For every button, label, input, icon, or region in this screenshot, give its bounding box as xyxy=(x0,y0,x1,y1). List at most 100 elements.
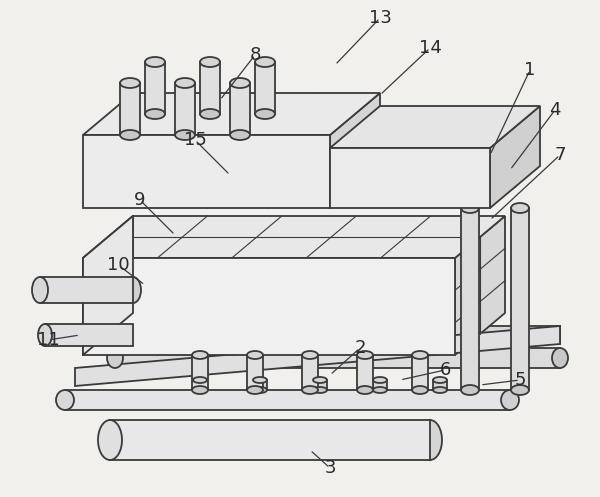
Polygon shape xyxy=(192,355,208,390)
Text: 2: 2 xyxy=(354,339,366,357)
Polygon shape xyxy=(115,348,560,368)
Polygon shape xyxy=(75,326,560,386)
Ellipse shape xyxy=(145,109,165,119)
Ellipse shape xyxy=(32,277,48,303)
Polygon shape xyxy=(299,313,311,348)
Ellipse shape xyxy=(302,351,318,359)
Ellipse shape xyxy=(192,386,208,394)
Ellipse shape xyxy=(107,348,123,368)
Polygon shape xyxy=(175,83,195,135)
Ellipse shape xyxy=(230,78,250,88)
Ellipse shape xyxy=(193,387,207,393)
Text: 5: 5 xyxy=(514,371,526,389)
Polygon shape xyxy=(120,83,140,135)
Polygon shape xyxy=(433,380,447,390)
Ellipse shape xyxy=(302,386,318,394)
Text: 14: 14 xyxy=(419,39,442,57)
Polygon shape xyxy=(462,355,478,390)
Ellipse shape xyxy=(56,390,74,410)
Ellipse shape xyxy=(125,277,141,303)
Text: 13: 13 xyxy=(368,9,391,27)
Ellipse shape xyxy=(313,377,327,383)
Ellipse shape xyxy=(409,310,421,316)
Ellipse shape xyxy=(193,377,207,383)
Text: 3: 3 xyxy=(324,459,336,477)
Polygon shape xyxy=(412,355,428,390)
Ellipse shape xyxy=(511,385,529,395)
Ellipse shape xyxy=(464,310,476,316)
Ellipse shape xyxy=(200,57,220,67)
Ellipse shape xyxy=(412,386,428,394)
Polygon shape xyxy=(110,420,430,460)
Ellipse shape xyxy=(299,310,311,316)
Polygon shape xyxy=(230,83,250,135)
Ellipse shape xyxy=(511,203,529,213)
Ellipse shape xyxy=(253,387,267,393)
Text: 8: 8 xyxy=(250,46,260,64)
Ellipse shape xyxy=(120,78,140,88)
Ellipse shape xyxy=(230,130,250,140)
Ellipse shape xyxy=(373,387,387,393)
Polygon shape xyxy=(330,148,490,208)
Ellipse shape xyxy=(462,351,478,359)
Ellipse shape xyxy=(552,348,568,368)
Ellipse shape xyxy=(501,390,519,410)
Polygon shape xyxy=(247,355,263,390)
Text: 6: 6 xyxy=(439,361,451,379)
Polygon shape xyxy=(514,313,526,348)
Polygon shape xyxy=(253,380,267,390)
Polygon shape xyxy=(200,62,220,114)
Ellipse shape xyxy=(373,377,387,383)
Ellipse shape xyxy=(313,387,327,393)
Polygon shape xyxy=(330,106,540,148)
Polygon shape xyxy=(65,390,510,410)
Ellipse shape xyxy=(412,351,428,359)
Ellipse shape xyxy=(255,109,275,119)
Ellipse shape xyxy=(253,377,267,383)
Text: 4: 4 xyxy=(549,101,561,119)
Ellipse shape xyxy=(354,345,366,351)
Ellipse shape xyxy=(409,345,421,351)
Ellipse shape xyxy=(433,387,447,393)
Ellipse shape xyxy=(514,345,526,351)
Ellipse shape xyxy=(514,310,526,316)
Polygon shape xyxy=(45,324,133,346)
Ellipse shape xyxy=(145,57,165,67)
Text: 15: 15 xyxy=(184,131,206,149)
Ellipse shape xyxy=(461,385,479,395)
Text: 7: 7 xyxy=(554,146,566,164)
Polygon shape xyxy=(255,62,275,114)
Polygon shape xyxy=(313,380,327,390)
Polygon shape xyxy=(193,380,207,390)
Ellipse shape xyxy=(120,130,140,140)
Polygon shape xyxy=(83,216,133,355)
Polygon shape xyxy=(511,208,529,390)
Polygon shape xyxy=(145,62,165,114)
Ellipse shape xyxy=(200,109,220,119)
Polygon shape xyxy=(461,208,479,390)
Polygon shape xyxy=(330,93,380,208)
Ellipse shape xyxy=(175,130,195,140)
Ellipse shape xyxy=(175,78,195,88)
Text: 11: 11 xyxy=(37,331,59,349)
Ellipse shape xyxy=(464,345,476,351)
Ellipse shape xyxy=(357,351,373,359)
Ellipse shape xyxy=(461,203,479,213)
Polygon shape xyxy=(83,93,380,135)
Polygon shape xyxy=(83,216,505,258)
Ellipse shape xyxy=(247,351,263,359)
Polygon shape xyxy=(83,135,330,208)
Text: 10: 10 xyxy=(107,256,130,274)
Ellipse shape xyxy=(357,386,373,394)
Ellipse shape xyxy=(418,420,442,460)
Ellipse shape xyxy=(192,351,208,359)
Ellipse shape xyxy=(299,345,311,351)
Polygon shape xyxy=(409,313,421,348)
Polygon shape xyxy=(354,313,366,348)
Polygon shape xyxy=(455,216,505,355)
Ellipse shape xyxy=(247,386,263,394)
Text: 1: 1 xyxy=(524,61,536,79)
Polygon shape xyxy=(373,380,387,390)
Polygon shape xyxy=(125,326,560,344)
Polygon shape xyxy=(302,355,318,390)
